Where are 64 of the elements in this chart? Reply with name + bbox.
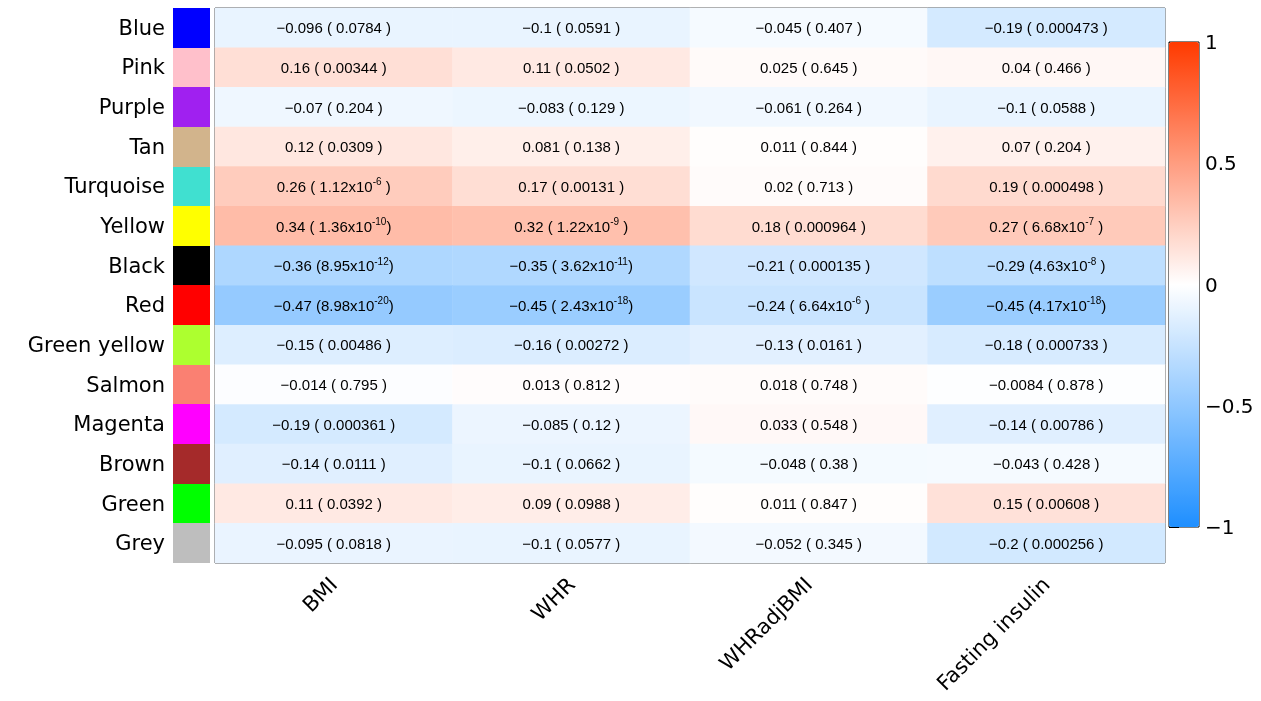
y-tick-label: Pink: [121, 55, 166, 80]
y-tick-label: Red: [125, 293, 165, 318]
data-label: −0.21 ( 0.000135 ): [747, 257, 871, 275]
data-label: 0.19 ( 0.000498 ): [989, 177, 1104, 195]
data-label: −0.14 ( 0.00786 ): [988, 415, 1104, 433]
color-bar-label: 1: [1205, 30, 1218, 54]
data-label: 0.018 ( 0.748 ): [759, 376, 858, 394]
data-label: −0.043 ( 0.428 ): [993, 455, 1100, 473]
data-label: −0.095 ( 0.0818 ): [276, 534, 392, 552]
data-label: 0.18 ( 0.000964 ): [751, 217, 866, 235]
data-label: 0.07 ( 0.204 ): [1001, 138, 1091, 156]
data-label: −0.07 ( 0.204 ): [284, 98, 383, 116]
data-label: −0.19 ( 0.000473 ): [984, 19, 1108, 37]
data-label: −0.085 ( 0.12 ): [522, 415, 621, 433]
data-label: 0.16 ( 0.00344 ): [280, 58, 387, 76]
data-label: −0.13 ( 0.0161 ): [755, 336, 862, 354]
data-label: −0.1 ( 0.0591 ): [522, 19, 621, 37]
y-tick-label: Tan: [128, 134, 165, 159]
y-tick-label: Turquoise: [63, 174, 165, 199]
data-label: 0.025 ( 0.645 ): [759, 58, 858, 76]
data-label: −0.19 ( 0.000361 ): [272, 415, 396, 433]
data-label: −0.18 ( 0.000733 ): [984, 336, 1108, 354]
y-tick-label: Green yellow: [27, 332, 165, 357]
y-tick-label: Black: [108, 253, 166, 278]
data-label: −0.0084 ( 0.878 ): [988, 376, 1104, 394]
data-label: 0.04 ( 0.466 ): [1001, 58, 1091, 76]
data-label: −0.1 ( 0.0662 ): [522, 455, 621, 473]
color-bar-label: −0.5: [1205, 393, 1254, 418]
data-label: −0.16 ( 0.00272 ): [513, 336, 629, 354]
data-label: 0.013 ( 0.812 ): [522, 376, 621, 394]
data-label: −0.045 ( 0.407 ): [755, 19, 862, 37]
data-label: 0.011 ( 0.844 ): [760, 138, 857, 156]
data-label: −0.096 ( 0.0784 ): [276, 19, 392, 37]
data-label: 0.02 ( 0.713 ): [764, 177, 854, 195]
y-tick-label: Blue: [118, 15, 165, 40]
y-tick-label: Yellow: [99, 214, 165, 239]
data-label: 0.033 ( 0.548 ): [759, 415, 858, 433]
y-tick-label: Purple: [98, 95, 165, 120]
color-bar-label: −1: [1205, 515, 1235, 539]
data-label: −0.2 ( 0.000256 ): [988, 534, 1104, 552]
y-tick-label: Magenta: [73, 412, 165, 437]
data-label: 0.081 ( 0.138 ): [522, 138, 621, 156]
data-label: −0.014 ( 0.795 ): [280, 376, 387, 394]
data-label: −0.048 ( 0.38 ): [759, 455, 858, 473]
data-label: 0.11 ( 0.0392 ): [285, 495, 382, 513]
data-label: 0.11 ( 0.0502 ): [523, 58, 620, 76]
y-tick-label: Brown: [99, 451, 165, 476]
y-tick-label: Green: [101, 491, 165, 516]
data-label: −0.14 ( 0.0111 ): [281, 455, 386, 473]
data-label: −0.1 ( 0.0588 ): [997, 98, 1096, 116]
color-bar-label: 0: [1205, 272, 1218, 297]
data-label: −0.083 ( 0.129 ): [518, 98, 625, 116]
data-label: 0.12 ( 0.0309 ): [284, 138, 383, 156]
data-label: 0.011 ( 0.847 ): [760, 495, 857, 513]
data-label: 0.09 ( 0.0988 ): [522, 495, 621, 513]
data-label: 0.17 ( 0.00131 ): [518, 177, 625, 195]
data-label: −0.061 ( 0.264 ): [755, 98, 862, 116]
data-label: −0.1 ( 0.0577 ): [522, 534, 621, 552]
data-label: −0.052 ( 0.345 ): [755, 534, 862, 552]
y-tick-label: Salmon: [86, 372, 165, 397]
color-bar-label: 0.5: [1205, 151, 1237, 176]
data-label: 0.15 ( 0.00608 ): [993, 495, 1100, 513]
y-tick-label: Grey: [115, 531, 165, 556]
data-label: −0.15 ( 0.00486 ): [276, 336, 392, 354]
